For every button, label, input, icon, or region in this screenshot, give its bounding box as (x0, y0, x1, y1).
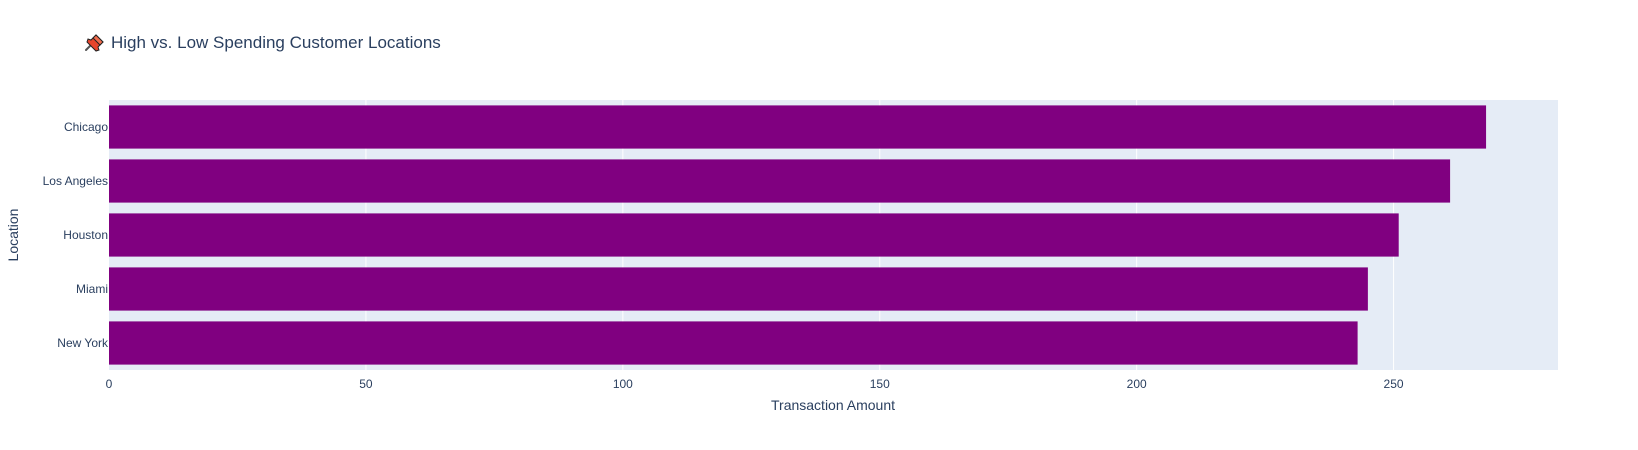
bar-miami[interactable] (109, 267, 1368, 311)
x-tick-label: 250 (1384, 377, 1404, 391)
x-tick-label: 50 (359, 377, 373, 391)
x-axis-title: Transaction Amount (771, 397, 895, 413)
y-tick-label: Houston (63, 228, 108, 242)
bar-new-york[interactable] (109, 321, 1358, 365)
x-tick-label: 200 (1127, 377, 1147, 391)
x-axis-ticks: 0 50 100 150 200 250 (106, 377, 1404, 391)
y-tick-label: Miami (76, 282, 108, 296)
bars (109, 105, 1487, 365)
y-tick-label: Los Angeles (43, 174, 108, 188)
y-axis-ticks: Chicago Los Angeles Houston Miami New York (43, 120, 109, 350)
pushpin-icon (85, 34, 104, 52)
bar-los-angeles[interactable] (109, 159, 1451, 203)
bar-houston[interactable] (109, 213, 1399, 257)
x-tick-label: 150 (870, 377, 890, 391)
x-tick-label: 100 (613, 377, 633, 391)
x-tick-label: 0 (106, 377, 113, 391)
y-axis-title: Location (5, 209, 21, 262)
y-tick-label: New York (57, 336, 109, 350)
y-tick-label: Chicago (64, 120, 108, 134)
bar-chicago[interactable] (109, 105, 1487, 149)
chart-title: High vs. Low Spending Customer Locations (111, 33, 441, 52)
chart-title-group: High vs. Low Spending Customer Locations (85, 33, 441, 52)
